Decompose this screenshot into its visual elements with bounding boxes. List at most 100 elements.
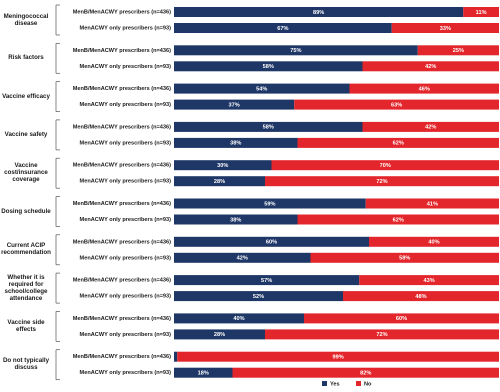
data-label: 58% [263,64,274,70]
bar-label: MenACWY only prescribers (n=93) [80,179,172,185]
group-label: Risk factors [8,54,44,62]
bar-label: MenB/MenACWY prescribers (n=436) [73,124,171,130]
bar-label: MenACWY only prescribers (n=93) [80,217,172,223]
data-label: 60% [266,240,277,246]
bar-segment [174,160,272,171]
group-label: Whether it is required for school/colleg… [4,273,48,302]
bar-segment [174,367,233,378]
data-label: 30% [217,163,228,169]
bar-segment [417,45,499,56]
bar-segment [265,329,499,340]
data-label: 41% [427,201,438,207]
bar-segment [297,214,499,225]
group-label: Do not typically discuss [2,357,50,372]
bar-segment [174,313,304,324]
data-label: 40% [428,240,439,246]
bar-segment [359,275,499,286]
data-label: 62% [393,141,404,147]
group-label: Vaccine efficacy [2,92,50,100]
data-label: 99% [333,354,344,360]
data-label: 18% [198,370,209,376]
bar-label: MenACWY only prescribers (n=93) [80,332,172,338]
bar-label: MenB/MenACWY prescribers (n=436) [73,239,171,245]
data-label: 37% [229,102,240,108]
bar-segment [174,83,350,94]
data-label: 62% [393,217,404,223]
bar-label: MenB/MenACWY prescribers (n=436) [73,48,171,54]
data-label: 42% [425,125,436,131]
data-label: 38% [230,141,241,147]
bar-segment [294,99,499,110]
data-label: 58% [399,256,410,262]
bar-segment [391,23,499,33]
bar-segment [343,291,499,302]
data-label: 60% [396,316,407,322]
bar-segment [174,7,464,17]
data-label: 33% [440,26,451,32]
data-label: 40% [233,316,244,322]
bar-segment [265,176,499,187]
bar-segment [174,275,360,286]
bar-segment [174,61,363,72]
legend-label: Yes [330,381,340,387]
bar-label: MenACWY only prescribers (n=93) [80,370,172,376]
bar-segment [174,214,298,225]
bar-label: MenB/MenACWY prescribers (n=436) [73,163,171,169]
data-label: 63% [391,102,402,108]
data-label: 52% [253,294,264,300]
bar-segment [174,23,392,33]
bar-segment [232,367,499,378]
data-label: 46% [419,86,430,92]
data-label: 75% [290,48,301,54]
bar-segment [174,291,343,302]
bar-segment [174,99,295,110]
data-label: 70% [380,163,391,169]
bar-segment [174,45,418,56]
group-label: Vaccine side effects [7,318,45,333]
bar-segment [174,329,265,340]
bar-label: MenB/MenACWY prescribers (n=436) [73,201,171,207]
data-label: 11% [476,10,487,16]
group-label: Current ACIP recommendation [1,242,51,257]
bar-label: MenACWY only prescribers (n=93) [80,102,172,108]
bar-segment [297,137,499,148]
legend-swatch [322,381,327,386]
bar-segment [177,351,499,362]
bar-label: MenB/MenACWY prescribers (n=436) [73,86,171,92]
bar-segment [369,236,499,247]
bar-segment [463,7,499,17]
data-label: 89% [313,10,324,16]
bar-label: MenACWY only prescribers (n=93) [80,140,172,146]
bar-segment [362,121,499,132]
bar-label: MenACWY only prescribers (n=93) [80,25,172,31]
bar-segment [174,198,366,209]
bar-label: MenACWY only prescribers (n=93) [80,64,172,70]
group-label: Vaccine cost/insurance coverage [4,162,48,184]
data-label: 43% [424,278,435,284]
data-label: 67% [277,26,288,32]
group-label: Meningococcal disease [3,12,49,27]
bar-segment [174,137,298,148]
bar-segment [174,121,363,132]
data-label: 42% [237,256,248,262]
data-label: 82% [360,370,371,376]
bar-label: MenB/MenACWY prescribers (n=436) [73,9,171,15]
bar-label: MenB/MenACWY prescribers (n=436) [73,278,171,284]
bar-label: MenACWY only prescribers (n=93) [80,255,172,261]
data-label: 48% [415,294,426,300]
data-label: 42% [425,64,436,70]
bar-segment [349,83,499,94]
data-label: 59% [264,201,275,207]
legend-swatch [356,381,361,386]
bar-segment [304,313,499,324]
data-label: 28% [214,179,225,185]
bar-label: MenB/MenACWY prescribers (n=436) [73,316,171,322]
group-label: Dosing schedule [1,207,51,215]
bar-segment [362,61,499,72]
data-label: 72% [376,179,387,185]
bar-segment [174,351,178,362]
group-label: Vaccine safety [4,130,48,138]
bar-segment [310,252,499,263]
data-label: 57% [261,278,272,284]
